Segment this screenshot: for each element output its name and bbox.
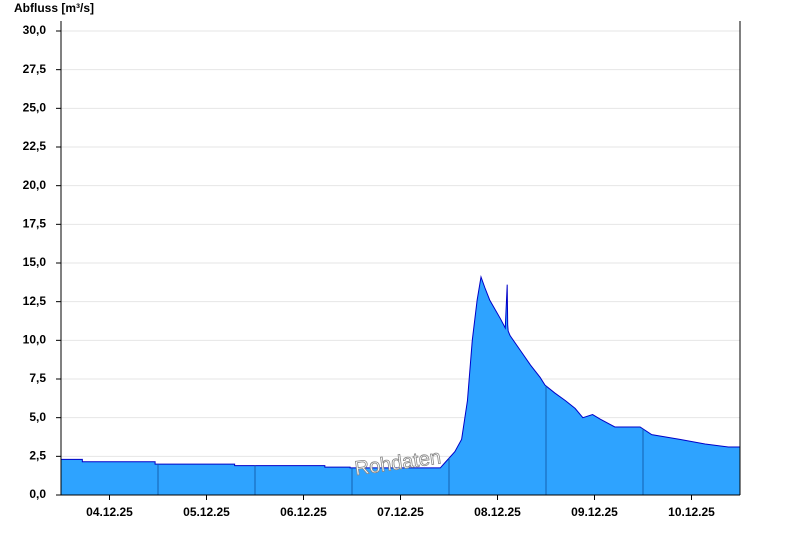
x-tick-label: 07.12.25	[377, 505, 424, 519]
x-tick-label: 08.12.25	[474, 505, 521, 519]
x-tick-label: 06.12.25	[280, 505, 327, 519]
y-tick-label: 5,0	[29, 410, 46, 424]
area-line	[61, 274, 740, 469]
y-tick-label: 12,5	[23, 294, 47, 308]
y-axis-title: Abfluss [m³/s]	[14, 1, 94, 15]
y-tick-label: 22,5	[23, 139, 47, 153]
y-tick-label: 27,5	[23, 62, 47, 76]
y-tick-label: 17,5	[23, 217, 47, 231]
y-tick-label: 7,5	[29, 371, 46, 385]
area-fill	[61, 276, 740, 495]
y-tick-label: 15,0	[23, 255, 47, 269]
y-tick-label: 30,0	[23, 23, 47, 37]
y-tick-label: 0,0	[29, 487, 46, 501]
y-tick-label: 2,5	[29, 449, 46, 463]
y-tick-label: 10,0	[23, 333, 47, 347]
y-tick-label: 20,0	[23, 178, 47, 192]
x-tick-label: 09.12.25	[571, 505, 618, 519]
y-tick-label: 25,0	[23, 101, 47, 115]
x-tick-label: 10.12.25	[668, 505, 715, 519]
x-tick-label: 04.12.25	[86, 505, 133, 519]
x-tick-label: 05.12.25	[183, 505, 230, 519]
